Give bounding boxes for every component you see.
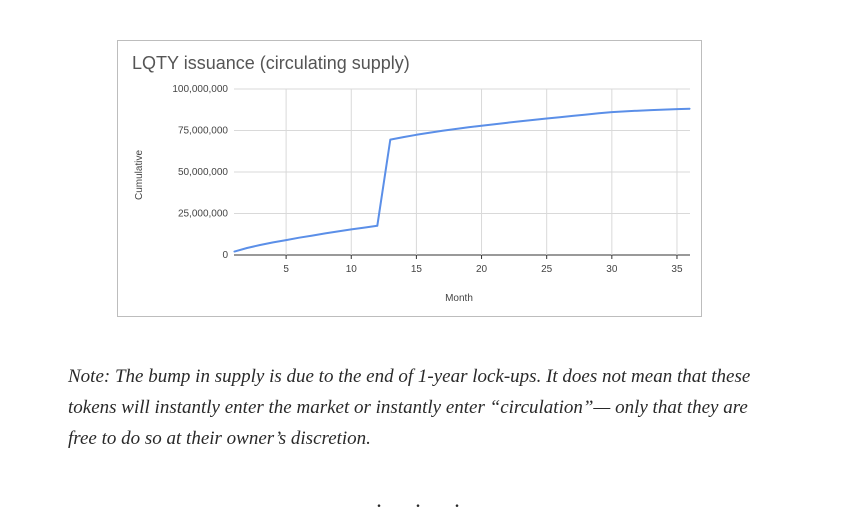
x-tick-label: 15	[411, 264, 423, 275]
data-point	[611, 111, 613, 113]
data-point	[624, 110, 626, 113]
data-point	[480, 125, 483, 127]
note-paragraph: Note: The bump in supply is due to the e…	[68, 366, 751, 449]
data-point	[233, 251, 235, 253]
chart-card: 0 25,000,000 50,000,000 75,000,000 100,000,0…	[117, 40, 702, 317]
y-tick-label: 0	[222, 250, 228, 261]
data-point	[376, 225, 378, 227]
x-tick-label: 10	[346, 264, 358, 275]
data-point	[467, 126, 470, 128]
chart-title: LQTY issuance (circulating supply)	[132, 53, 410, 73]
x-tick-label: 20	[476, 264, 488, 275]
data-point	[272, 241, 274, 243]
data-point	[546, 117, 548, 120]
data-point	[285, 239, 287, 241]
data-point	[689, 108, 691, 110]
series-line	[233, 107, 691, 253]
section-separator: . . .	[376, 487, 474, 512]
y-tick-label: 25,000,000	[178, 209, 228, 220]
x-tick-label: 5	[283, 264, 289, 275]
data-point	[650, 109, 652, 111]
data-point	[585, 113, 587, 116]
data-point	[298, 237, 300, 239]
data-point	[559, 116, 561, 118]
y-axis-title: Cumulative	[134, 150, 145, 200]
y-tick-label: 75,000,000	[178, 126, 228, 137]
data-point	[402, 136, 404, 138]
data-point	[533, 119, 535, 121]
x-tick-label: 35	[671, 264, 683, 275]
data-point	[663, 108, 665, 111]
data-point	[676, 108, 678, 110]
data-point	[259, 244, 261, 246]
data-point	[572, 115, 574, 117]
data-point	[324, 232, 326, 235]
data-point	[415, 134, 417, 136]
data-point	[454, 128, 457, 130]
data-point	[363, 227, 365, 229]
data-point	[520, 120, 522, 122]
data-point	[441, 130, 444, 132]
x-tick-label: 25	[541, 264, 553, 275]
data-point	[598, 112, 600, 114]
chart-plot: 0 25,000,000 50,000,000 75,000,000 100,000,0…	[134, 84, 691, 304]
x-axis-title: Month	[445, 293, 473, 304]
y-tick-label: 100,000,000	[172, 84, 228, 95]
data-point	[389, 139, 391, 141]
data-point	[637, 110, 639, 112]
data-point	[493, 123, 496, 125]
data-point	[311, 234, 313, 237]
data-point	[507, 122, 509, 124]
data-point	[337, 230, 339, 233]
data-point	[246, 247, 248, 249]
y-tick-label: 50,000,000	[178, 167, 228, 178]
data-point	[350, 228, 352, 231]
data-point	[428, 132, 431, 134]
x-tick-label: 30	[606, 264, 618, 275]
